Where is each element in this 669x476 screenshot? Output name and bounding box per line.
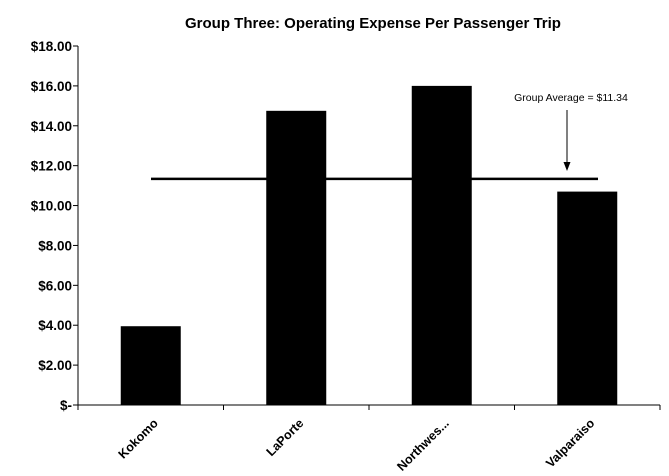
y-tick-label: $- <box>60 398 72 413</box>
x-tick-label: LaPorte <box>264 416 307 459</box>
y-axis-ticks: $- $2.00 $4.00 $6.00 $8.00 $10.00 $12.00 $14.00… <box>31 39 78 413</box>
y-tick-label: $18.00 <box>31 39 72 54</box>
group-average-annotation: Group Average = $11.34 <box>514 92 628 171</box>
y-tick-label: $16.00 <box>31 79 72 94</box>
bar <box>120 326 181 405</box>
bar <box>411 85 472 405</box>
y-tick-label: $14.00 <box>31 119 72 134</box>
x-tick-label: Northwes... <box>394 416 452 474</box>
bar <box>266 110 327 405</box>
bar <box>557 191 618 405</box>
bar-series <box>120 85 618 405</box>
chart-title: Group Three: Operating Expense Per Passe… <box>185 15 561 32</box>
group-average-label: Group Average = $11.34 <box>514 92 628 104</box>
y-tick-label: $10.00 <box>31 199 72 214</box>
y-tick-label: $2.00 <box>38 358 72 373</box>
x-axis-ticks: Kokomo LaPorte Northwes... Valparaiso <box>116 416 598 474</box>
x-tick-label: Kokomo <box>116 416 162 462</box>
y-tick-label: $4.00 <box>38 318 72 333</box>
x-tick-label: Valparaiso <box>543 416 597 470</box>
y-tick-label: $8.00 <box>38 238 72 253</box>
y-tick-label: $12.00 <box>31 159 72 174</box>
y-tick-label: $6.00 <box>38 278 72 293</box>
annotation-arrow-head <box>563 162 571 171</box>
